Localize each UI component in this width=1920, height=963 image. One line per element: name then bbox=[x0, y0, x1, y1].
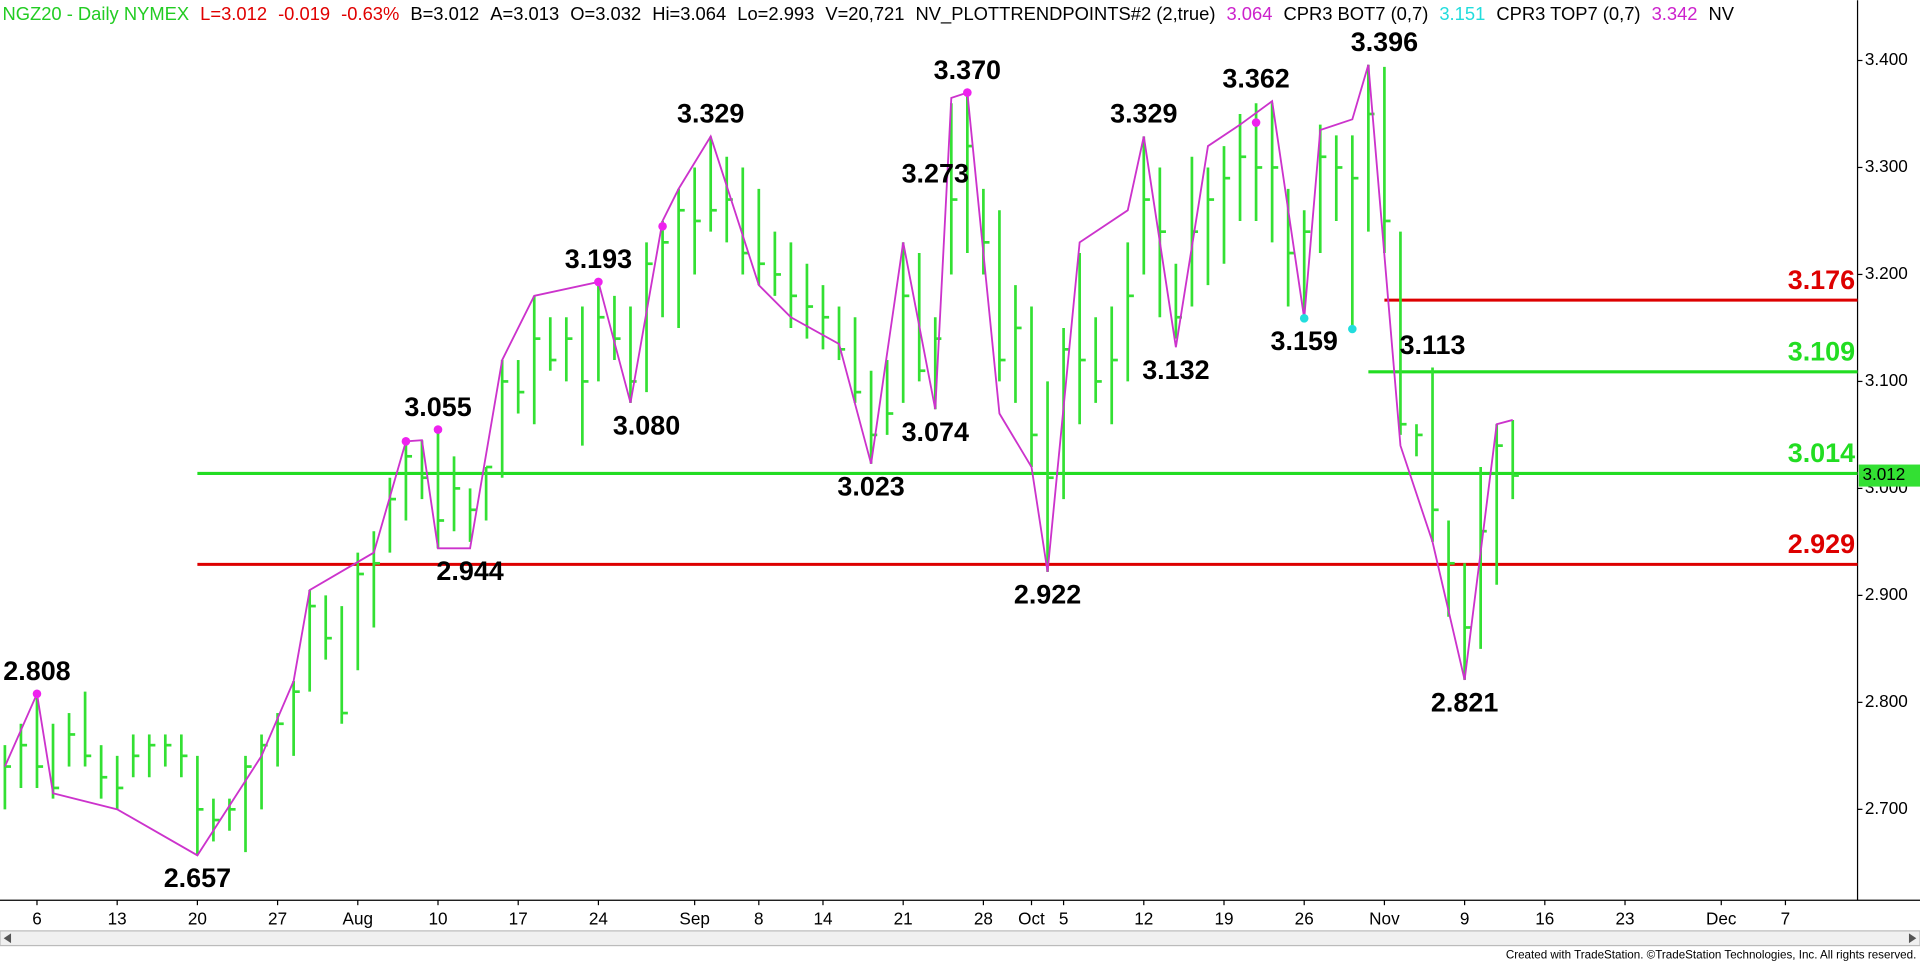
peak-label: 3.362 bbox=[1222, 63, 1289, 93]
header-item: -0.019 bbox=[278, 3, 330, 24]
level-label: 3.109 bbox=[1788, 337, 1855, 367]
header-item: NGZ20 - Daily NYMEX bbox=[2, 3, 189, 24]
peak-label: 3.396 bbox=[1351, 27, 1418, 57]
x-tick-label: 5 bbox=[1059, 908, 1069, 928]
x-tick-label: 9 bbox=[1460, 908, 1470, 928]
pivot-dot bbox=[658, 222, 667, 231]
pivot-dot bbox=[1251, 118, 1261, 127]
level-label: 3.176 bbox=[1788, 265, 1855, 295]
trough-label: 3.074 bbox=[902, 417, 969, 447]
trough-label: 3.132 bbox=[1142, 355, 1209, 385]
trough-label: 3.080 bbox=[613, 410, 680, 440]
x-tick-label: 27 bbox=[268, 908, 287, 928]
header-item: NV bbox=[1709, 3, 1735, 24]
header-item: Lo=2.993 bbox=[737, 3, 814, 24]
x-tick-label: 26 bbox=[1295, 908, 1314, 928]
pivot-dot bbox=[1299, 314, 1309, 323]
trough-label: 3.023 bbox=[837, 471, 904, 501]
header-item: V=20,721 bbox=[825, 3, 904, 24]
header-item: Hi=3.064 bbox=[652, 3, 726, 24]
y-tick-label: 3.400 bbox=[1865, 49, 1908, 69]
scroll-left[interactable] bbox=[3, 933, 12, 944]
x-tick-label: 17 bbox=[509, 908, 528, 928]
footer: Created with TradeStation. ©TradeStation… bbox=[1506, 948, 1917, 961]
x-tick-label: 16 bbox=[1535, 908, 1554, 928]
peak-label: 3.193 bbox=[565, 244, 632, 274]
x-tick-label: 10 bbox=[428, 908, 447, 928]
peak-label: 3.273 bbox=[902, 159, 969, 189]
peak-label: 3.370 bbox=[934, 55, 1001, 85]
x-tick-label: 23 bbox=[1615, 908, 1634, 928]
y-tick-label: 2.700 bbox=[1865, 798, 1908, 818]
pivot-dot bbox=[963, 88, 972, 97]
peak-label: 3.329 bbox=[1110, 99, 1177, 129]
x-tick-label: 21 bbox=[894, 908, 913, 928]
trough-label: 2.657 bbox=[164, 863, 231, 893]
header: NGZ20 - Daily NYMEX L=3.012 -0.019 -0.63% B=… bbox=[2, 3, 1734, 25]
pivot-dot bbox=[1348, 324, 1357, 334]
y-tick-label: 2.900 bbox=[1865, 584, 1908, 604]
x-tick-label: 6 bbox=[32, 908, 42, 928]
x-tick-label: Aug bbox=[343, 908, 373, 928]
y-tick-label: 3.300 bbox=[1865, 156, 1908, 176]
x-tick-label: 12 bbox=[1134, 908, 1153, 928]
header-item: NV_PLOTTRENDPOINTS#2 (2,true) bbox=[915, 3, 1215, 25]
header-item: L=3.012 bbox=[200, 3, 267, 24]
peak-label: 3.329 bbox=[677, 99, 744, 129]
peak-label: 3.055 bbox=[404, 392, 471, 422]
pivot-dot bbox=[32, 689, 42, 699]
trough-label: 2.922 bbox=[1014, 579, 1081, 609]
x-tick-label: Sep bbox=[679, 908, 709, 928]
header-item: A=3.013 bbox=[490, 3, 559, 24]
x-tick-label: 24 bbox=[589, 908, 609, 928]
scroll-right[interactable] bbox=[1908, 933, 1917, 944]
trough-label: 2.821 bbox=[1431, 687, 1498, 717]
x-tick-label: Nov bbox=[1369, 908, 1400, 928]
x-tick-label: 8 bbox=[754, 908, 764, 928]
x-tick-label: Oct bbox=[1018, 908, 1045, 928]
pivot-dot bbox=[401, 437, 411, 446]
last-price-box bbox=[1858, 464, 1920, 487]
x-tick-label: 7 bbox=[1781, 908, 1791, 928]
header-item: CPR3 BOT7 (0,7) bbox=[1283, 3, 1428, 24]
level-label: 2.929 bbox=[1788, 529, 1855, 559]
x-tick-label: 19 bbox=[1214, 908, 1233, 928]
header-item: -0.63% bbox=[341, 3, 399, 24]
pivot-dot bbox=[594, 277, 603, 287]
peak-label: 2.808 bbox=[3, 656, 70, 686]
trend-line bbox=[4, 64, 1513, 857]
header-item: CPR3 TOP7 (0,7) bbox=[1496, 3, 1640, 24]
trough-label: 2.944 bbox=[436, 556, 503, 586]
scrollbar[interactable] bbox=[0, 930, 1920, 947]
y-tick-label: 2.800 bbox=[1865, 691, 1908, 711]
header-item: 3.151 bbox=[1439, 3, 1485, 24]
peak-label: 3.113 bbox=[1400, 330, 1466, 360]
x-tick-label: 20 bbox=[188, 908, 207, 928]
header-item: B=3.012 bbox=[410, 3, 479, 24]
y-tick-label: 3.200 bbox=[1865, 263, 1908, 283]
trough-label: 3.159 bbox=[1271, 326, 1338, 356]
pivot-dot bbox=[433, 425, 443, 434]
x-tick-label: 28 bbox=[974, 908, 993, 928]
y-tick-label: 3.100 bbox=[1865, 370, 1908, 390]
level-label: 3.014 bbox=[1788, 438, 1855, 468]
x-tick-label: 14 bbox=[813, 908, 833, 928]
header-item: O=3.032 bbox=[570, 3, 641, 24]
header-item: 3.064 bbox=[1226, 3, 1272, 24]
x-tick-label: Dec bbox=[1706, 908, 1737, 928]
last-price-label: 3.012 bbox=[1862, 464, 1905, 484]
x-tick-label: 13 bbox=[108, 908, 127, 928]
header-item: 3.342 bbox=[1652, 3, 1698, 24]
